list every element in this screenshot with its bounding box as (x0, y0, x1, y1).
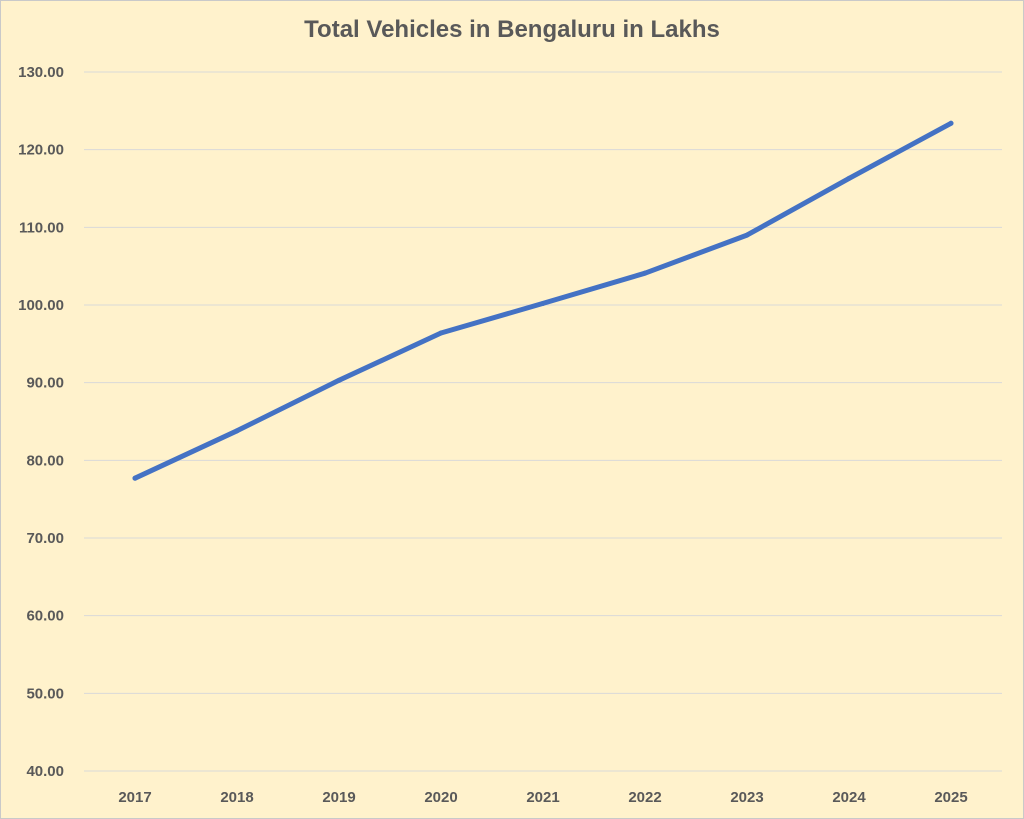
data-point (642, 270, 648, 276)
y-tick-label: 60.00 (26, 608, 64, 625)
data-point (234, 428, 240, 434)
x-tick-label: 2022 (628, 789, 661, 806)
x-tick-label: 2023 (730, 789, 763, 806)
y-tick-label: 90.00 (26, 375, 64, 392)
x-tick-label: 2024 (832, 789, 866, 806)
y-tick-label: 130.00 (18, 64, 64, 81)
y-tick-label: 120.00 (18, 142, 64, 159)
data-point (438, 330, 444, 336)
y-tick-label: 110.00 (19, 219, 64, 236)
x-tick-label: 2019 (322, 789, 355, 806)
data-point (846, 175, 852, 181)
chart-title: Total Vehicles in Bengaluru in Lakhs (304, 16, 720, 43)
x-tick-label: 2021 (526, 789, 559, 806)
series-line (132, 120, 954, 481)
y-tick-label: 80.00 (26, 452, 64, 469)
x-tick-label: 2017 (118, 789, 151, 806)
y-tick-label: 50.00 (26, 685, 64, 702)
data-point (948, 120, 954, 126)
data-point (540, 300, 546, 306)
data-point (132, 475, 138, 481)
x-tick-label: 2020 (424, 789, 457, 806)
y-tick-label: 40.00 (26, 763, 64, 780)
data-point (744, 232, 750, 238)
x-tick-label: 2025 (934, 789, 967, 806)
data-point (336, 377, 342, 383)
y-tick-label: 100.00 (18, 297, 64, 314)
y-tick-label: 70.00 (26, 530, 64, 547)
x-tick-label: 2018 (220, 789, 253, 806)
